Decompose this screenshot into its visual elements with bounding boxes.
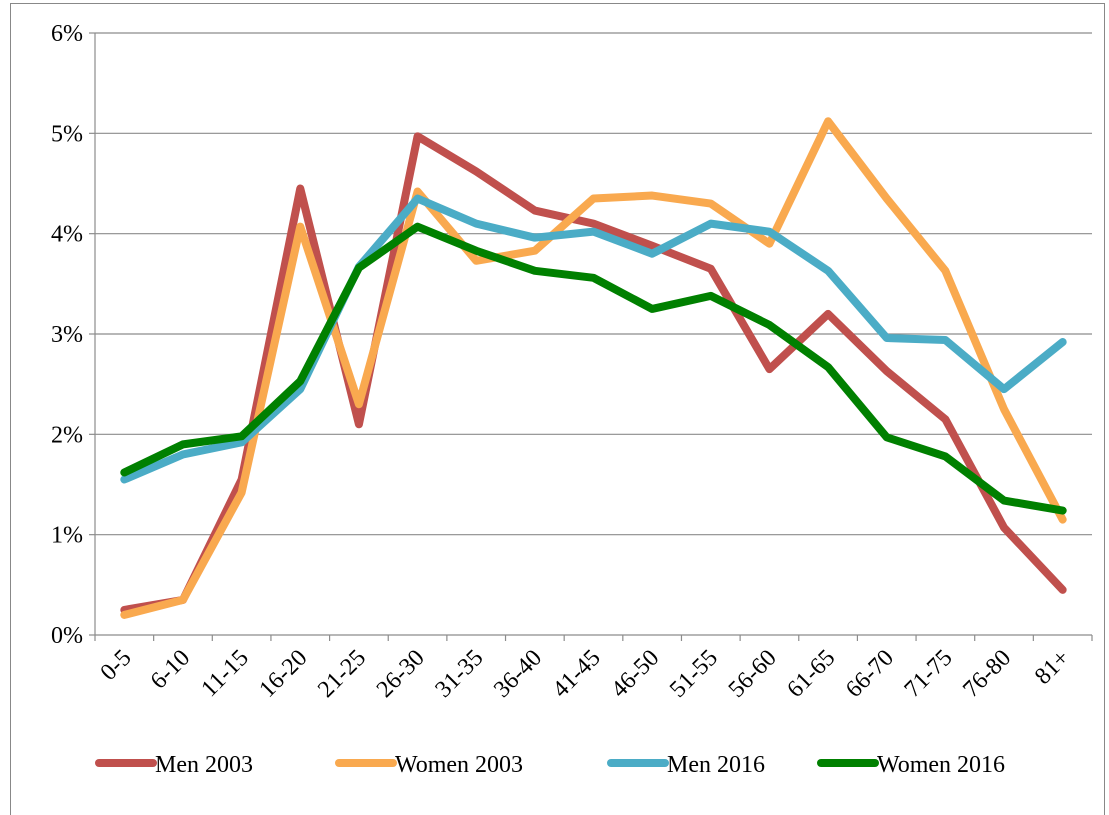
x-tick-label: 26-30 (372, 645, 430, 703)
y-tick-label: 0% (51, 623, 83, 649)
x-tick-label: 36-40 (489, 645, 547, 703)
x-tick-label: 56-60 (724, 645, 782, 703)
legend-label: Women 2016 (877, 752, 1005, 778)
x-tick-label: 6-10 (146, 645, 195, 694)
y-tick-label: 1% (51, 523, 83, 549)
x-tick-label: 76-80 (958, 645, 1016, 703)
x-tick-label: 41-45 (548, 645, 606, 703)
legend-item: Men 2003 (95, 752, 253, 778)
legend-item: Women 2003 (335, 752, 523, 778)
y-tick-label: 6% (51, 21, 83, 47)
y-tick-label: 4% (51, 222, 83, 248)
x-tick-label: 46-50 (606, 645, 664, 703)
x-tick-label: 71-75 (900, 645, 958, 703)
y-tick-label: 5% (51, 121, 83, 147)
x-tick-label: 31-35 (430, 645, 488, 703)
x-tick-label: 66-70 (841, 645, 899, 703)
x-tick-label: 61-65 (782, 645, 840, 703)
x-tick-label: 11-15 (197, 645, 254, 702)
legend-label: Men 2016 (667, 752, 765, 778)
series-line (120, 132, 1067, 614)
legend-label: Women 2003 (395, 752, 523, 778)
x-tick-label: 51-55 (665, 645, 723, 703)
y-tick-label: 3% (51, 322, 83, 348)
legend-item: Women 2016 (817, 752, 1005, 778)
legend-label: Men 2003 (155, 752, 253, 778)
chart-frame (10, 3, 1105, 815)
x-tick-label: 21-25 (313, 645, 371, 703)
series-line (120, 194, 1067, 484)
series-line (120, 222, 1067, 515)
y-tick-label: 2% (51, 422, 83, 448)
x-tick-label: 81+ (1030, 645, 1075, 690)
x-tick-label: 0-5 (96, 645, 137, 686)
series-line (120, 117, 1067, 619)
legend-item: Men 2016 (607, 752, 765, 778)
x-tick-label: 16-20 (255, 645, 313, 703)
